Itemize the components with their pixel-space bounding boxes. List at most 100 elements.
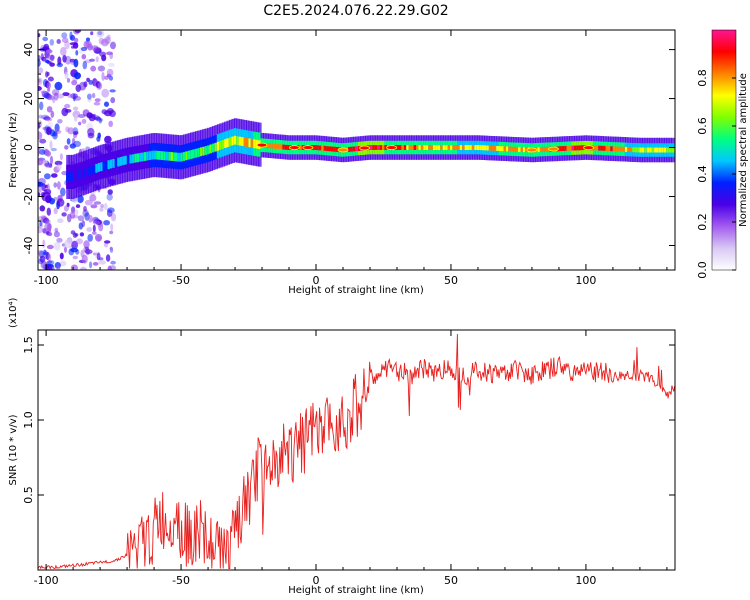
spectrogram-noise-cell [62, 54, 67, 63]
spectrogram-hotspot [337, 147, 349, 153]
spectrogram-hotspot [302, 145, 314, 151]
spectrogram-hotspot [256, 142, 268, 148]
spectrogram-noise-cell [93, 101, 101, 106]
spectrogram-noise-cell [64, 145, 69, 150]
spectrogram-ridge-core [520, 147, 524, 152]
spectrogram-ridge-core [83, 168, 87, 178]
x-tick-label: -50 [172, 574, 190, 587]
spectrogram-ridge-core [204, 146, 209, 155]
spectrogram-ridge-core [163, 151, 167, 161]
spectrogram-noise-cell [80, 46, 88, 52]
spectrogram-noise-cell [96, 235, 102, 242]
spectrogram-ridge-core [569, 145, 573, 151]
spectrogram-ridge-core [440, 145, 444, 150]
spectrogram-ridge-core [129, 154, 133, 164]
spectrogram-ridge-core [134, 153, 138, 163]
spectrogram-noise-cell [110, 260, 116, 265]
spectrogram-noise-cell [79, 266, 87, 270]
spectrogram-ridge-core [469, 145, 473, 150]
snr-marks [38, 333, 675, 570]
spectrogram-ridge-core [374, 145, 379, 150]
spectrogram-ridge-core [122, 156, 126, 166]
colorbar-tick-label: 0.2 [696, 213, 709, 231]
spectrogram-ridge-core [316, 145, 320, 151]
spectrogram-ridge-core [272, 143, 277, 149]
x-tick-label: 100 [575, 574, 596, 587]
spectrogram-noise-cell [53, 207, 58, 215]
spectrogram-ridge-core [146, 151, 150, 161]
spectrogram-noise-cell [53, 92, 59, 101]
spectrogram-ridge-core [617, 146, 622, 152]
spectrogram-ridge-core [420, 145, 425, 150]
spectrogram-ridge-core [459, 145, 464, 150]
spectrogram-ridge-core [177, 152, 182, 162]
spectrogram-noise-cell [49, 129, 56, 137]
spectrogram-noise-cell [66, 78, 71, 83]
spectrogram-ridge-core [658, 147, 663, 153]
spectrogram-ridge-core [561, 146, 566, 151]
spectrogram-noise-cell [47, 253, 52, 262]
spectrogram-noise-cell [101, 88, 110, 98]
spectrogram-ridge-core [318, 145, 323, 151]
spectrogram-noise-cell [107, 207, 115, 213]
spectrogram-noise-cell [86, 77, 90, 82]
spectrogram-noise-cell [101, 38, 109, 47]
spectrogram-ridge-core [629, 147, 634, 153]
spectrogram-ridge-core [406, 145, 410, 150]
spectrogram-noise-cell [59, 153, 63, 161]
spectrogram-ridge-core [646, 147, 651, 153]
spectrogram-noise-cell [81, 220, 86, 228]
spectrogram-noise-cell [46, 265, 53, 270]
spectrogram-ridge-core [231, 136, 235, 146]
spectrogram-noise-cell [42, 228, 47, 234]
spectrogram-noise-cell [53, 231, 61, 238]
spectrogram-ridge-core [199, 147, 204, 157]
spectrogram-noise-cell [94, 98, 101, 102]
spectrogram-noise-cell [96, 136, 101, 142]
spectrogram-noise-cell [39, 255, 46, 263]
spectrogram-ridge-core [228, 137, 233, 147]
spectrogram-noise-cell [74, 233, 79, 237]
spectrogram-noise-cell [39, 138, 47, 144]
spectrogram-ridge-core [90, 165, 94, 175]
spectrogram-noise-cell [92, 262, 99, 266]
spectrogram-noise-cell [49, 197, 55, 205]
spectrogram-ridge-core [173, 152, 177, 162]
spectrogram-noise-cell [103, 220, 110, 226]
spectrogram-ridge-core [413, 145, 418, 150]
spectrogram-noise-cell [107, 189, 113, 195]
spectrogram-ridge-core [80, 169, 85, 178]
spectrogram-ridge-core [241, 137, 245, 146]
spectrogram-ridge-core [284, 144, 289, 150]
spectrogram-ridge-core [435, 145, 439, 150]
spectrogram-noise-cell [42, 36, 49, 42]
spectrogram-ridge-core [369, 145, 374, 150]
spectrogram-noise-cell [61, 212, 67, 217]
spectrogram-noise-cell [72, 93, 76, 102]
spectrogram-noise-cell [109, 246, 113, 251]
x-tick-label: -100 [34, 274, 59, 287]
spectrogram-ridge-core [622, 146, 626, 152]
spectrogram-noise-cell [110, 213, 117, 222]
spectrogram-noise-cell [47, 121, 53, 129]
spectrogram-ridge-core [644, 147, 648, 153]
spectrogram-ridge-core [581, 145, 585, 151]
spectrogram-ridge-core [479, 145, 483, 151]
spectrogram-ridge-core [593, 145, 597, 151]
spectrogram-noise-cell [50, 147, 57, 152]
spectrogram-hotspot [359, 145, 371, 151]
snr-y-multiplier: (x10⁴) [8, 297, 19, 328]
spectrogram-noise-cell [74, 209, 79, 215]
spectrogram-ridge-core [331, 146, 335, 152]
spectrogram-noise-cell [44, 173, 51, 180]
spectrogram-noise-cell [106, 108, 114, 114]
spectrogram-hotspot [583, 145, 594, 151]
spectrogram-panel: -100 -50 0 50 100 40 20 0 -20 -40 Height of stra… [8, 29, 676, 296]
spectrogram-noise-cell [106, 51, 113, 56]
spectrogram-noise-cell [106, 73, 112, 78]
spectrogram-ridge-core [377, 145, 381, 150]
spectrogram-ridge-core [85, 167, 90, 177]
spectrogram-ridge-core [656, 147, 660, 153]
spectrogram-ridge-core [78, 170, 82, 179]
spectrogram-noise-cell [93, 252, 98, 256]
